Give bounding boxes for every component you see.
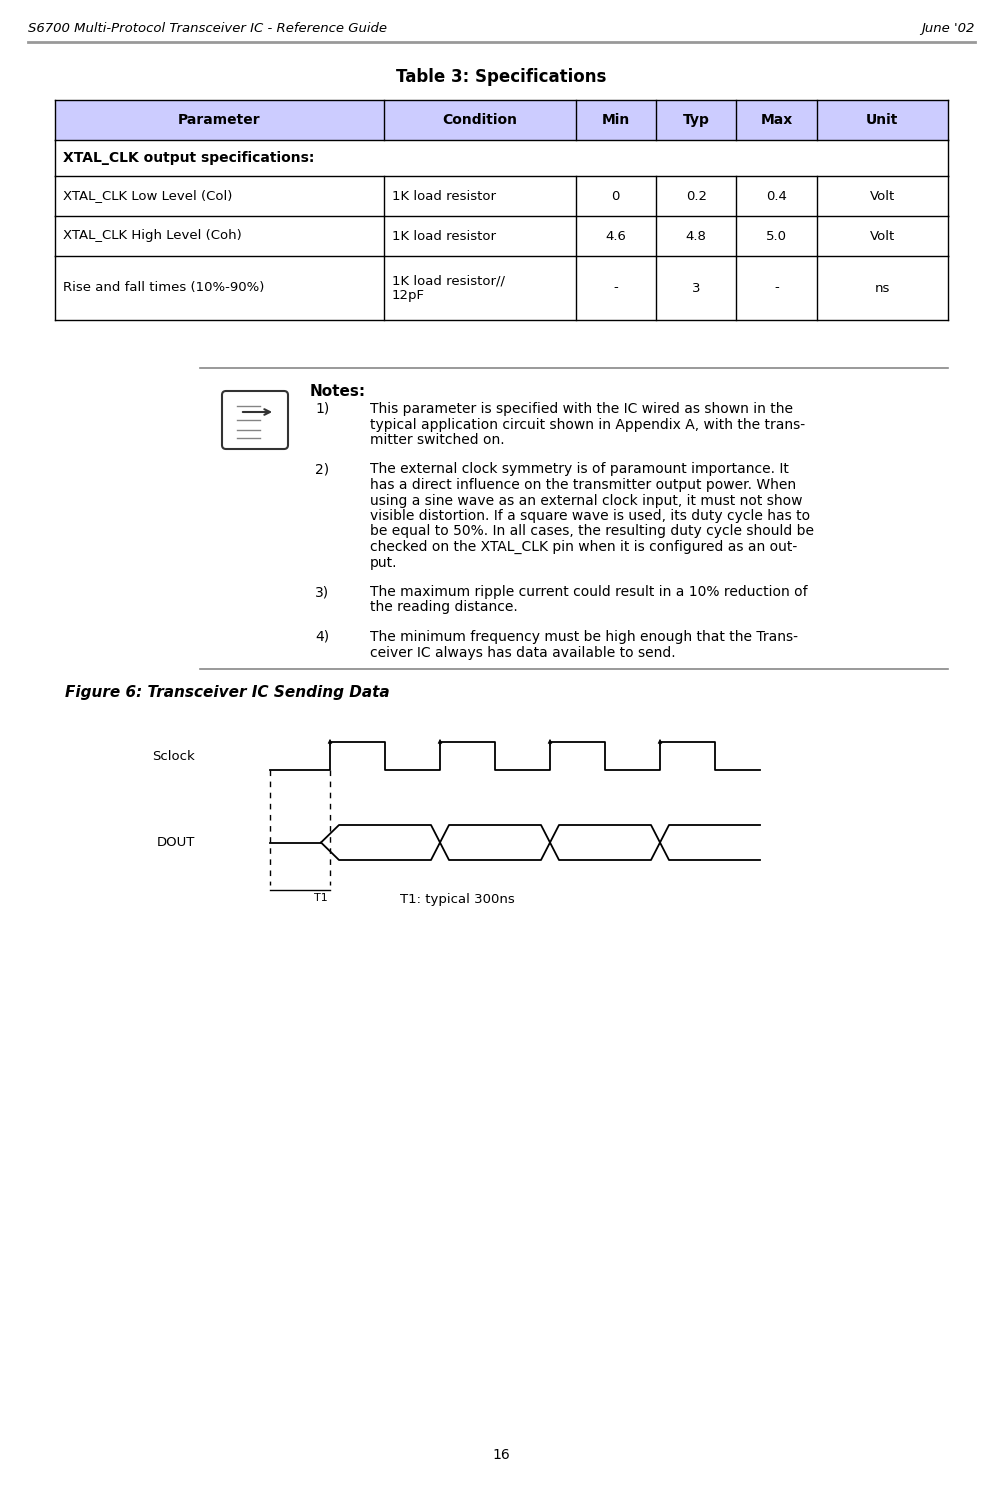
Text: the reading distance.: the reading distance. <box>370 600 517 615</box>
Text: 1): 1) <box>315 403 329 416</box>
Text: Typ: Typ <box>682 113 708 126</box>
Text: Notes:: Notes: <box>310 383 366 400</box>
Text: Parameter: Parameter <box>177 113 261 126</box>
Text: 5.0: 5.0 <box>766 229 787 242</box>
Text: 1K load resistor//
12pF: 1K load resistor// 12pF <box>391 273 504 302</box>
Text: be equal to 50%. In all cases, the resulting duty cycle should be: be equal to 50%. In all cases, the resul… <box>370 525 814 538</box>
Text: 0.2: 0.2 <box>685 190 706 202</box>
Text: checked on the XTAL_CLK pin when it is configured as an out-: checked on the XTAL_CLK pin when it is c… <box>370 539 797 554</box>
Text: The maximum ripple current could result in a 10% reduction of: The maximum ripple current could result … <box>370 585 807 599</box>
Text: visible distortion. If a square wave is used, its duty cycle has to: visible distortion. If a square wave is … <box>370 510 810 523</box>
Text: 1K load resistor: 1K load resistor <box>391 229 495 242</box>
Text: Unit: Unit <box>866 113 898 126</box>
Text: The minimum frequency must be high enough that the Trans-: The minimum frequency must be high enoug… <box>370 630 798 643</box>
Text: 4): 4) <box>315 630 329 643</box>
Text: typical application circuit shown in Appendix A, with the trans-: typical application circuit shown in App… <box>370 418 805 431</box>
Text: 3: 3 <box>691 281 699 294</box>
Text: 4.8: 4.8 <box>685 229 705 242</box>
Text: June '02: June '02 <box>921 22 974 36</box>
Text: ns: ns <box>874 281 889 294</box>
Text: 0: 0 <box>611 190 619 202</box>
FancyBboxPatch shape <box>221 391 288 449</box>
Text: T1: T1 <box>314 893 328 903</box>
Text: put.: put. <box>370 556 397 569</box>
Text: Max: Max <box>760 113 792 126</box>
Text: Condition: Condition <box>442 113 517 126</box>
Text: XTAL_CLK High Level (Coh): XTAL_CLK High Level (Coh) <box>63 229 241 242</box>
Text: 16: 16 <box>492 1447 509 1462</box>
Text: using a sine wave as an external clock input, it must not show: using a sine wave as an external clock i… <box>370 493 802 508</box>
Text: Figure 6: Transceiver IC Sending Data: Figure 6: Transceiver IC Sending Data <box>65 685 389 700</box>
Text: -: - <box>613 281 617 294</box>
Text: This parameter is specified with the IC wired as shown in the: This parameter is specified with the IC … <box>370 403 793 416</box>
Text: Rise and fall times (10%-90%): Rise and fall times (10%-90%) <box>63 281 265 294</box>
Text: 4.6: 4.6 <box>605 229 625 242</box>
Text: has a direct influence on the transmitter output power. When: has a direct influence on the transmitte… <box>370 478 796 492</box>
Text: -: - <box>774 281 779 294</box>
Text: The external clock symmetry is of paramount importance. It: The external clock symmetry is of paramo… <box>370 462 789 477</box>
Text: Sclock: Sclock <box>152 749 194 762</box>
Text: 3): 3) <box>315 585 329 599</box>
Text: XTAL_CLK output specifications:: XTAL_CLK output specifications: <box>63 152 314 165</box>
Text: Volt: Volt <box>869 229 894 242</box>
Text: T1: typical 300ns: T1: typical 300ns <box>400 893 514 906</box>
Text: Table 3: Specifications: Table 3: Specifications <box>396 68 605 86</box>
Text: S6700 Multi-Protocol Transceiver IC - Reference Guide: S6700 Multi-Protocol Transceiver IC - Re… <box>28 22 387 36</box>
Text: ceiver IC always has data available to send.: ceiver IC always has data available to s… <box>370 645 675 660</box>
Text: mitter switched on.: mitter switched on. <box>370 432 504 447</box>
Text: Min: Min <box>601 113 629 126</box>
Text: 1K load resistor: 1K load resistor <box>391 190 495 202</box>
Text: 2): 2) <box>315 462 329 477</box>
Text: 0.4: 0.4 <box>766 190 787 202</box>
Text: DOUT: DOUT <box>156 837 194 849</box>
Text: XTAL_CLK Low Level (Col): XTAL_CLK Low Level (Col) <box>63 190 232 202</box>
Bar <box>55 100 947 140</box>
Text: Volt: Volt <box>869 190 894 202</box>
